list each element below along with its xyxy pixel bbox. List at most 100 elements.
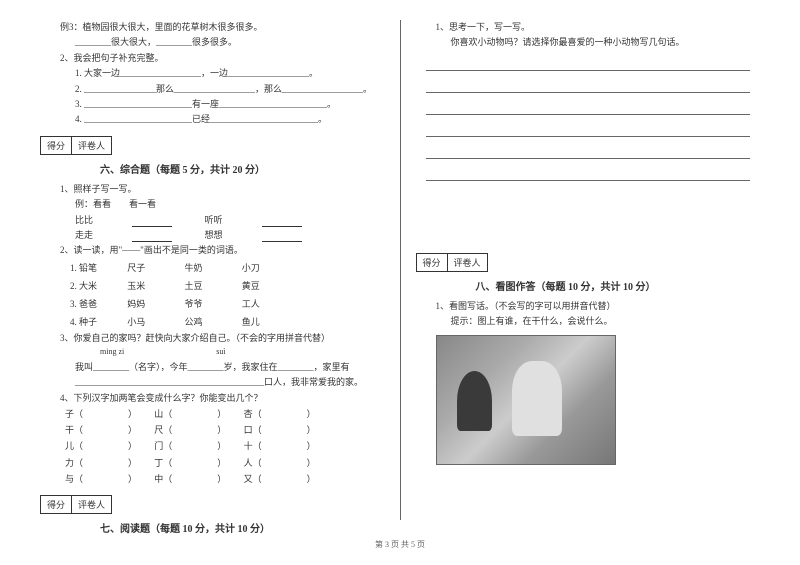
word: 想想 — [205, 228, 260, 242]
word: 4. 种子 — [70, 313, 125, 331]
s6-q1-row-2: 走走 想想 — [40, 228, 385, 242]
s6-q3-pinyin: ming zi suì — [40, 346, 385, 359]
s6-q4-row-4: 力（ ） 丁（ ） 人（ ） — [40, 455, 385, 471]
c: 干（ — [65, 425, 83, 435]
c: 与（ — [65, 474, 83, 484]
pinyin: ming zi — [100, 347, 124, 356]
word: 3. 爸爸 — [70, 295, 125, 313]
section-8-title: 八、看图作答（每题 10 分，共计 10 分） — [476, 278, 761, 293]
q2-item-2: 2. ________________那么__________________，… — [40, 82, 385, 96]
right-column: 1、思考一下，写一写。 你喜欢小动物吗？请选择你最喜爱的一种小动物写几句话。 得… — [416, 20, 761, 520]
word: 爷爷 — [185, 295, 240, 313]
page-container: 例3：植物园很大很大，里面的花草树木很多很多。 ________很大很大，___… — [40, 20, 760, 520]
example-3-fill: ________很大很大，________很多很多。 — [40, 35, 385, 49]
q2-item-3: 3. ________________________有一座__________… — [40, 97, 385, 111]
word: 比比 — [75, 213, 130, 227]
answer-line — [426, 97, 751, 115]
score-box-6: 得分 评卷人 — [40, 136, 385, 155]
q2-title: 2、我会把句子补充完整。 — [40, 51, 385, 65]
s6-q2-row-4: 4. 种子 小马 公鸡 鱼儿 — [40, 313, 385, 331]
c: 又（ — [244, 474, 262, 484]
s6-q4: 4、下列汉字加两笔会变成什么字？你能变出几个？ — [40, 391, 385, 405]
column-divider — [400, 20, 401, 520]
c: ） — [307, 474, 316, 484]
s6-q2-row-3: 3. 爸爸 妈妈 爷爷 工人 — [40, 295, 385, 313]
c: ） — [307, 425, 316, 435]
c: ） — [128, 425, 137, 435]
q2-item-1: 1. 大家一边__________________，一边____________… — [40, 66, 385, 80]
c: ） — [217, 441, 226, 451]
c: 尺（ — [154, 425, 172, 435]
c: 力（ — [65, 458, 83, 468]
word: 土豆 — [185, 277, 240, 295]
c: ） — [128, 409, 137, 419]
word: 尺子 — [127, 259, 182, 277]
word: 工人 — [242, 295, 297, 313]
word: 走走 — [75, 228, 130, 242]
marker-label: 评卷人 — [72, 136, 112, 155]
c: 儿（ — [65, 441, 83, 451]
marker-label: 评卷人 — [448, 253, 488, 272]
c: 子（ — [65, 409, 83, 419]
c: ） — [307, 441, 316, 451]
c: ） — [128, 441, 137, 451]
r-q1-text: 你喜欢小动物吗？请选择你最喜爱的一种小动物写几句话。 — [416, 35, 761, 49]
c: ） — [307, 458, 316, 468]
c: ） — [217, 474, 226, 484]
word: 小刀 — [242, 259, 297, 277]
page-footer: 第 3 页 共 5 页 — [0, 539, 800, 550]
score-box-8: 得分 评卷人 — [416, 253, 761, 272]
s6-q1-example: 例：看看 看一看 — [40, 197, 385, 211]
word: 玉米 — [127, 277, 182, 295]
word: 鱼儿 — [242, 313, 297, 331]
c: ） — [128, 474, 137, 484]
s6-q4-row-1: 子（） 山（） 杏（） — [40, 406, 385, 422]
c: 山（ — [154, 409, 172, 419]
s6-q1-row-1: 比比 听听 — [40, 213, 385, 227]
answer-line — [426, 53, 751, 71]
word: 牛奶 — [185, 259, 240, 277]
marker-label: 评卷人 — [72, 495, 112, 514]
s6-q4-row-5: 与（ ） 中（ ） 又（ ） — [40, 471, 385, 487]
word: 小马 — [127, 313, 182, 331]
score-label: 得分 — [40, 495, 72, 514]
answer-line — [426, 75, 751, 93]
blank — [132, 217, 172, 227]
s6-q4-row-2: 干（ ） 尺（ ） 口（ ） — [40, 422, 385, 438]
s6-q2-row-1: 1. 铅笔 尺子 牛奶 小刀 — [40, 259, 385, 277]
c: 门（ — [154, 441, 172, 451]
section-6-title: 六、综合题（每题 5 分，共计 20 分） — [100, 161, 385, 176]
blank — [262, 232, 302, 242]
c: 中（ — [154, 474, 172, 484]
s6-q3: 3、你爱自己的家吗？赶快向大家介绍自己。（不会的字用拼音代替） — [40, 331, 385, 345]
answer-line — [426, 119, 751, 137]
example-3: 例3：植物园很大很大，里面的花草树木很多很多。 — [40, 20, 385, 34]
blank — [262, 217, 302, 227]
c: 十（ — [244, 441, 262, 451]
word: 1. 铅笔 — [70, 259, 125, 277]
c: ） — [217, 458, 226, 468]
answer-line — [426, 163, 751, 181]
pinyin: suì — [216, 347, 225, 356]
r-q1-title: 1、思考一下，写一写。 — [416, 20, 761, 34]
s6-q3-line1: 我叫________（名字），今年________岁，我家住在________，… — [40, 360, 385, 374]
s6-q4-row-3: 儿（ ） 门（ ） 十（ ） — [40, 438, 385, 454]
left-column: 例3：植物园很大很大，里面的花草树木很多很多。 ________很大很大，___… — [40, 20, 385, 520]
word: 黄豆 — [242, 277, 297, 295]
c: ） — [128, 458, 137, 468]
c: 丁（ — [154, 458, 172, 468]
s6-q2: 2、读一读，用"——"画出不是同一类的词语。 — [40, 243, 385, 257]
c: ） — [217, 409, 226, 419]
score-box-7: 得分 评卷人 — [40, 495, 385, 514]
c: 人（ — [244, 458, 262, 468]
word: 2. 大米 — [70, 277, 125, 295]
score-label: 得分 — [40, 136, 72, 155]
c: ） — [217, 425, 226, 435]
answer-line — [426, 141, 751, 159]
score-label: 得分 — [416, 253, 448, 272]
s6-q3-line2: ________________________________________… — [40, 375, 385, 389]
s6-q2-row-2: 2. 大米 玉米 土豆 黄豆 — [40, 277, 385, 295]
word: 妈妈 — [127, 295, 182, 313]
s6-q1: 1、照样子写一写。 — [40, 182, 385, 196]
c: 口（ — [244, 425, 262, 435]
